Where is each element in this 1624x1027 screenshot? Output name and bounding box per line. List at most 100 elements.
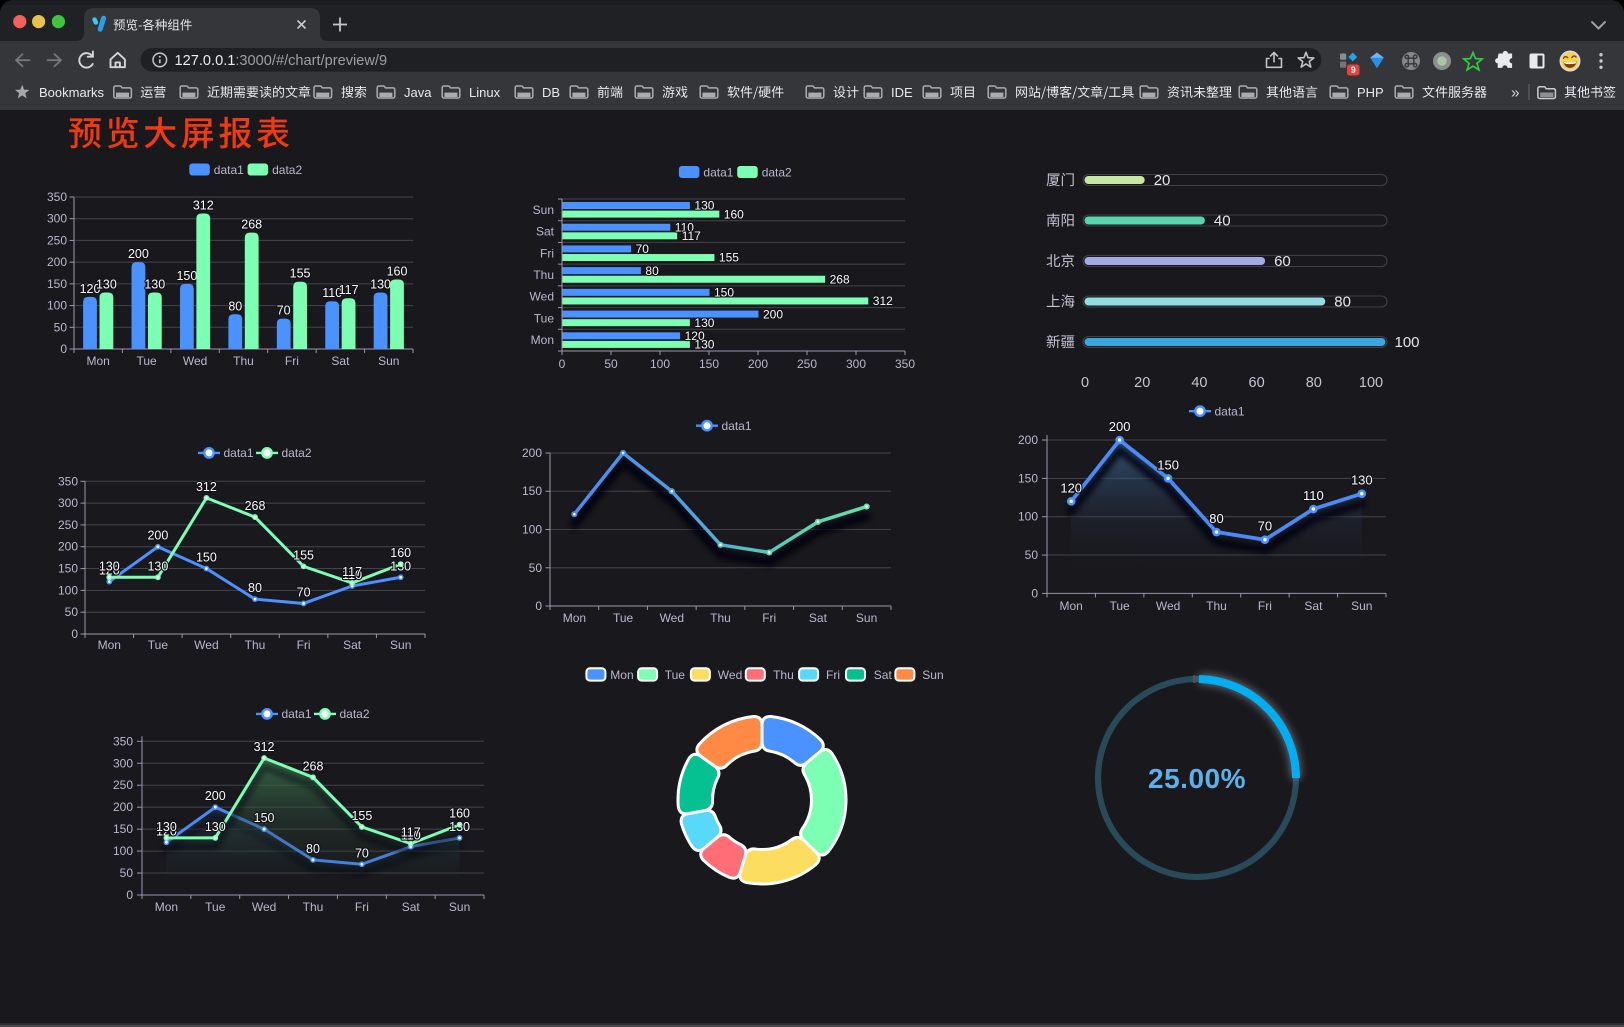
svg-text:0: 0 — [71, 627, 78, 641]
svg-text:70: 70 — [355, 846, 369, 860]
svg-text:Thu: Thu — [710, 611, 731, 625]
svg-text:Mon: Mon — [563, 611, 586, 625]
svg-text:data2: data2 — [340, 707, 370, 721]
svg-text:Sat: Sat — [402, 900, 421, 914]
svg-text:150: 150 — [1018, 471, 1038, 485]
svg-text:130: 130 — [694, 316, 714, 330]
svg-text:PHP: PHP — [1357, 85, 1384, 100]
svg-text:Wed: Wed — [252, 900, 276, 914]
svg-text:130: 130 — [144, 278, 165, 292]
svg-text:50: 50 — [54, 320, 68, 334]
svg-text:150: 150 — [714, 286, 734, 300]
svg-text:40: 40 — [1214, 213, 1231, 230]
svg-text:Tue: Tue — [665, 668, 686, 682]
svg-text:IDE: IDE — [891, 85, 913, 100]
svg-text:130: 130 — [147, 559, 168, 573]
svg-text:150: 150 — [47, 277, 67, 291]
svg-text:350: 350 — [895, 357, 915, 371]
svg-text:Thu: Thu — [245, 638, 266, 652]
svg-text:160: 160 — [390, 546, 411, 560]
svg-text:200: 200 — [113, 800, 133, 814]
svg-text:80: 80 — [645, 264, 659, 278]
svg-text:120: 120 — [80, 282, 101, 296]
svg-text:250: 250 — [113, 778, 133, 792]
svg-text:Wed: Wed — [194, 638, 218, 652]
svg-text:50: 50 — [604, 357, 618, 371]
svg-text:Tue: Tue — [1109, 599, 1130, 613]
svg-text:130: 130 — [99, 559, 120, 573]
svg-text:127.0.0.1:3000/#/chart/preview: 127.0.0.1:3000/#/chart/preview/9 — [175, 53, 388, 69]
svg-text:250: 250 — [58, 518, 78, 532]
svg-text:data1: data1 — [703, 166, 733, 180]
svg-text:120: 120 — [1060, 480, 1082, 495]
svg-text:150: 150 — [196, 551, 217, 565]
svg-text:110: 110 — [401, 829, 421, 843]
svg-text:200: 200 — [58, 540, 78, 554]
svg-text:20: 20 — [1134, 375, 1150, 391]
svg-text:312: 312 — [193, 199, 214, 213]
svg-text:100: 100 — [113, 844, 133, 858]
svg-text:Fri: Fri — [826, 668, 840, 682]
svg-text:100: 100 — [1359, 375, 1383, 391]
svg-text:350: 350 — [58, 474, 78, 488]
svg-text:70: 70 — [636, 242, 650, 256]
svg-text:Thu: Thu — [773, 668, 794, 682]
svg-text:250: 250 — [797, 357, 817, 371]
svg-text:110: 110 — [342, 568, 362, 582]
svg-text:Fri: Fri — [1258, 599, 1272, 613]
svg-text:130: 130 — [1351, 473, 1373, 488]
svg-text:data1: data1 — [224, 446, 254, 460]
svg-text:80: 80 — [1334, 294, 1351, 311]
svg-text:300: 300 — [47, 212, 67, 226]
svg-text:Sun: Sun — [922, 668, 943, 682]
svg-text:80: 80 — [1306, 375, 1322, 391]
svg-text:Sat: Sat — [809, 611, 828, 625]
svg-text:Java: Java — [404, 85, 432, 100]
svg-text:Tue: Tue — [534, 311, 555, 325]
svg-text:155: 155 — [293, 548, 314, 562]
svg-text:Thu: Thu — [533, 268, 554, 282]
svg-text:120: 120 — [99, 564, 120, 578]
svg-text:Sat: Sat — [343, 638, 362, 652]
svg-text:150: 150 — [254, 811, 275, 825]
svg-text:120: 120 — [156, 824, 177, 838]
svg-text:130: 130 — [156, 820, 177, 834]
svg-text:300: 300 — [58, 496, 78, 510]
svg-text:160: 160 — [724, 207, 744, 221]
svg-text:Wed: Wed — [718, 668, 742, 682]
svg-text:300: 300 — [846, 357, 866, 371]
svg-text:200: 200 — [205, 789, 226, 803]
svg-text:350: 350 — [47, 190, 67, 204]
svg-text:117: 117 — [342, 565, 362, 579]
svg-text:160: 160 — [449, 807, 470, 821]
svg-text:Thu: Thu — [233, 354, 254, 368]
svg-text:Sat: Sat — [536, 225, 555, 239]
svg-text:120: 120 — [685, 329, 705, 343]
svg-text:Fri: Fri — [285, 354, 299, 368]
svg-text:data2: data2 — [282, 446, 312, 460]
svg-text:data1: data1 — [282, 707, 312, 721]
svg-text:312: 312 — [873, 294, 893, 308]
svg-text:200: 200 — [47, 255, 67, 269]
svg-text:130: 130 — [96, 278, 117, 292]
svg-text:50: 50 — [120, 866, 134, 880]
svg-text:Thu: Thu — [1206, 599, 1227, 613]
svg-text:110: 110 — [1303, 488, 1324, 503]
svg-text:70: 70 — [297, 586, 311, 600]
svg-text:150: 150 — [1157, 457, 1179, 472]
svg-text:Sun: Sun — [856, 611, 877, 625]
svg-text:data1: data1 — [722, 419, 752, 433]
svg-text:Mon: Mon — [1060, 599, 1083, 613]
svg-text:200: 200 — [1018, 433, 1038, 447]
svg-text:50: 50 — [1025, 548, 1039, 562]
svg-text:80: 80 — [306, 842, 320, 856]
svg-text:60: 60 — [1249, 375, 1265, 391]
svg-text:Fri: Fri — [355, 900, 369, 914]
svg-text:0: 0 — [1081, 375, 1089, 391]
svg-text:200: 200 — [522, 446, 542, 460]
svg-text:Sun: Sun — [449, 900, 470, 914]
svg-text:Fri: Fri — [762, 611, 776, 625]
svg-text:0: 0 — [60, 342, 67, 356]
svg-text:130: 130 — [694, 338, 714, 352]
svg-text:Sat: Sat — [874, 668, 893, 682]
